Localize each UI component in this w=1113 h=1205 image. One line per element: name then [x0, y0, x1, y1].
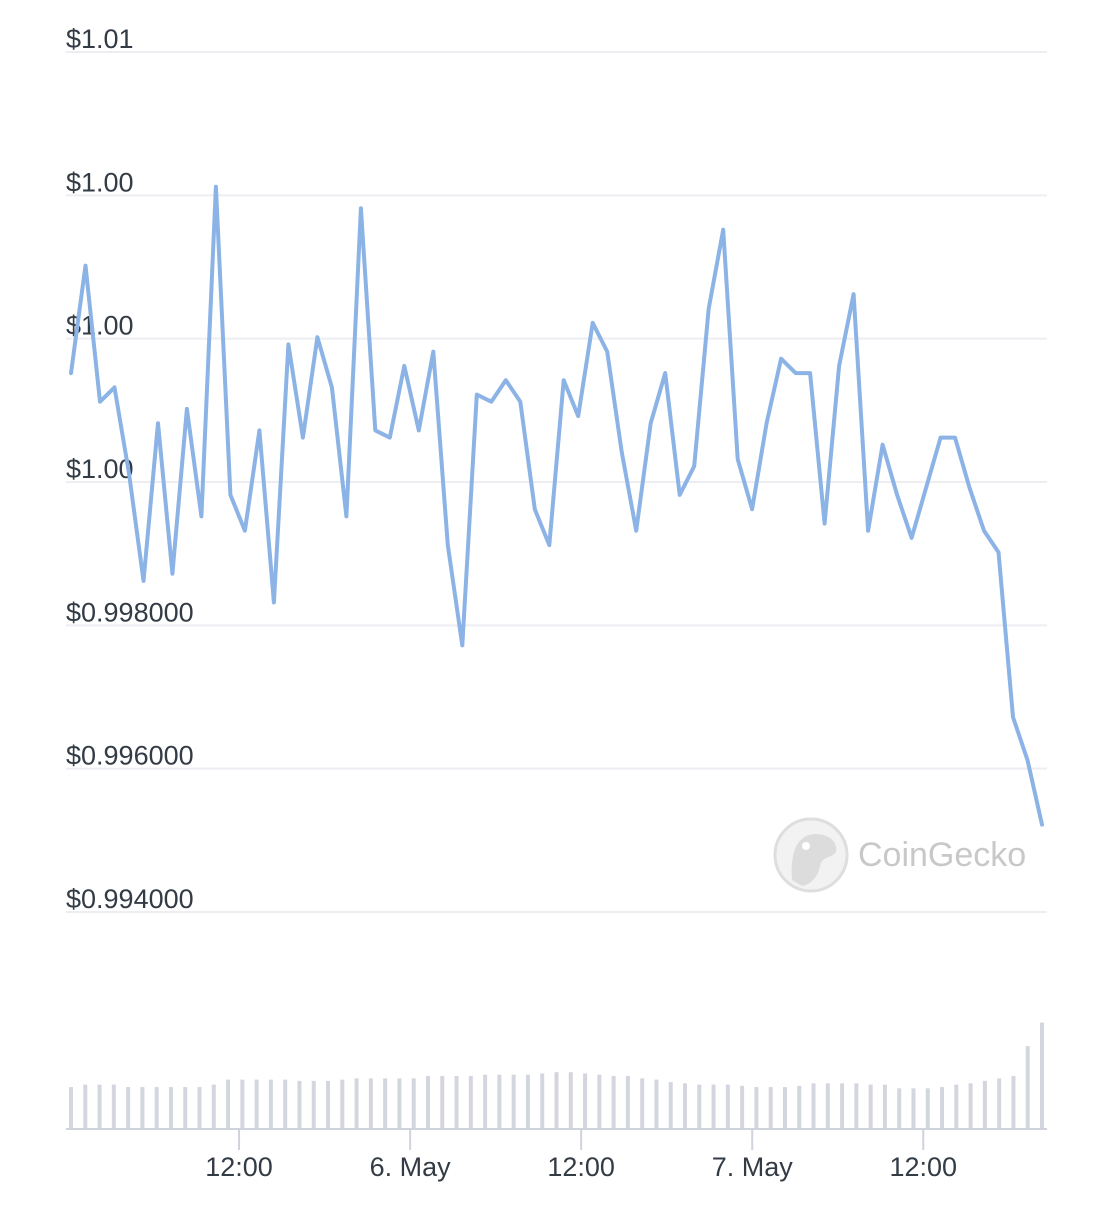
volume-bar — [925, 1088, 930, 1128]
volume-bar — [297, 1080, 302, 1128]
volume-bar — [825, 1083, 830, 1128]
volume-bar — [997, 1078, 1002, 1128]
volume-bar — [183, 1087, 188, 1128]
volume-bar — [754, 1087, 759, 1128]
volume-bar — [811, 1083, 816, 1128]
x-axis: 12:00 6. May 12:00 7. May 12:00 — [66, 1128, 1047, 1182]
volume-bar — [83, 1084, 88, 1128]
volume-bar — [697, 1084, 702, 1128]
volume-bar — [411, 1078, 416, 1128]
volume-bar — [1040, 1022, 1044, 1128]
volume-bar — [954, 1084, 959, 1128]
volume-bar — [968, 1083, 973, 1128]
volume-bar — [97, 1084, 102, 1128]
volume-bar — [383, 1078, 388, 1128]
x-tick-label: 12:00 — [547, 1152, 615, 1182]
volume-bar — [368, 1078, 373, 1128]
x-tick-label: 6. May — [370, 1152, 452, 1182]
volume-bar — [511, 1074, 516, 1128]
volume-bar — [897, 1088, 902, 1128]
volume-bar — [226, 1079, 231, 1128]
volume-bar — [283, 1079, 288, 1128]
volume-bar — [668, 1082, 673, 1128]
volume-bar — [611, 1075, 616, 1128]
y-tick-label: $1.01 — [66, 24, 134, 54]
volume-bar — [525, 1074, 530, 1128]
coingecko-watermark: CoinGecko — [773, 817, 1026, 893]
volume-bar — [640, 1078, 645, 1128]
volume-bar — [911, 1088, 916, 1128]
y-tick-label: $0.998000 — [66, 597, 194, 627]
volume-bar — [1025, 1046, 1030, 1128]
volume-bar — [768, 1087, 773, 1128]
watermark-text: CoinGecko — [858, 836, 1026, 874]
volume-bar — [982, 1080, 987, 1128]
volume-bar — [583, 1073, 588, 1128]
price-line — [69, 184, 1044, 827]
volume-bar — [868, 1084, 873, 1128]
volume-bar — [454, 1075, 459, 1128]
gecko-eye-icon — [802, 842, 810, 850]
volume-bar — [354, 1078, 359, 1128]
volume-bar — [197, 1087, 202, 1128]
volume-bar — [797, 1085, 802, 1128]
volume-bar — [540, 1073, 545, 1128]
volume-bar — [854, 1083, 859, 1128]
volume-bar — [840, 1083, 845, 1128]
volume-bar — [683, 1083, 688, 1128]
volume-bar — [597, 1074, 602, 1128]
volume-bar — [625, 1075, 630, 1128]
volume-bar — [782, 1087, 787, 1128]
volume-bar — [568, 1072, 573, 1128]
volume-bar — [740, 1085, 745, 1128]
y-tick-label: $1.00 — [66, 454, 134, 484]
x-tick-label: 12:00 — [205, 1152, 273, 1182]
y-tick-label: $0.996000 — [66, 741, 194, 771]
volume-bar — [497, 1074, 502, 1128]
volume-bar — [168, 1087, 173, 1128]
volume-bar — [940, 1087, 945, 1128]
volume-bar — [711, 1084, 716, 1128]
y-tick-label: $1.00 — [66, 167, 134, 197]
volume-bar — [882, 1084, 887, 1128]
volume-bar — [69, 1087, 73, 1128]
x-tick-label: 7. May — [712, 1152, 794, 1182]
volume-bar — [311, 1080, 316, 1128]
x-tick-label: 12:00 — [889, 1152, 957, 1182]
volume-bar — [397, 1078, 402, 1128]
price-series — [69, 184, 1044, 827]
volume-bar — [268, 1079, 273, 1128]
volume-bar — [254, 1079, 259, 1128]
volume-bar — [140, 1087, 145, 1128]
y-tick-label: $0.994000 — [66, 884, 194, 914]
volume-bar — [154, 1087, 159, 1128]
volume-bar — [440, 1075, 445, 1128]
volume-bar — [240, 1079, 245, 1128]
volume-bar — [111, 1084, 116, 1128]
volume-bar — [211, 1084, 216, 1128]
volume-bar — [483, 1074, 488, 1128]
volume-bar — [340, 1079, 345, 1128]
volume-bar — [554, 1072, 559, 1128]
volume-bar — [725, 1084, 730, 1128]
volume-bar — [425, 1075, 430, 1128]
volume-bar — [468, 1075, 473, 1128]
volume-bar — [654, 1079, 659, 1128]
volume-bars — [69, 1022, 1044, 1128]
volume-bar — [326, 1080, 331, 1128]
volume-bar — [126, 1087, 131, 1128]
volume-bar — [1011, 1075, 1016, 1128]
